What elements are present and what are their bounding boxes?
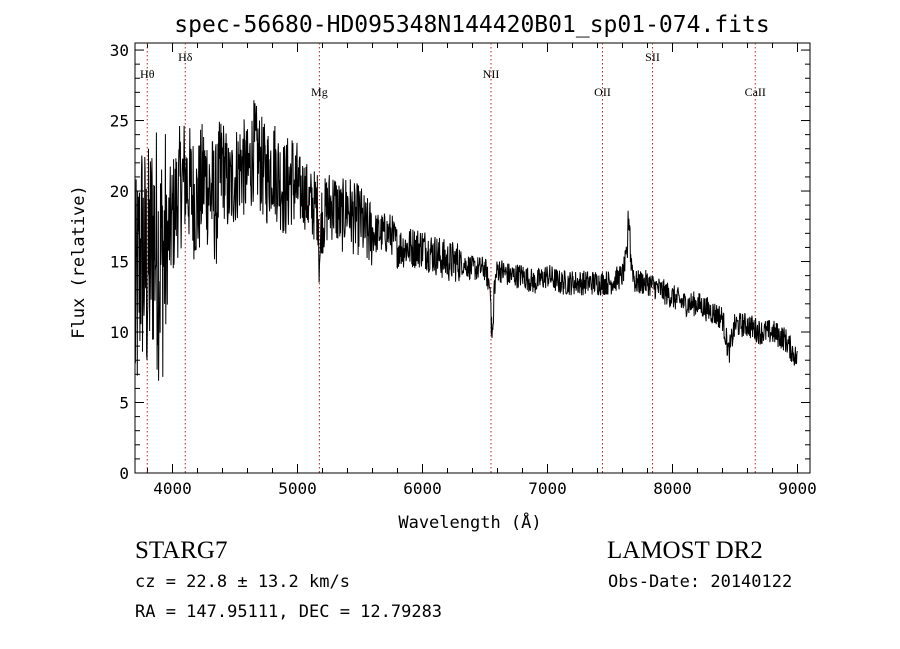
y-axis-label: Flux (relative) [69, 185, 89, 339]
y-tick-label: 0 [119, 464, 129, 483]
y-tick-label: 20 [110, 182, 129, 201]
x-tick-label: 9000 [778, 479, 817, 498]
object-classification: STARG7 [135, 537, 261, 565]
spectral-line-label: CaII [745, 85, 766, 99]
spectral-line-label: Hδ [178, 50, 193, 64]
spectral-line-label: Mg [311, 85, 328, 99]
survey-name: LAMOST DR2 [607, 537, 763, 564]
spectral-line-label: OII [594, 85, 611, 99]
redshift-line: cz = 22.8 ± 13.2 km/s [135, 572, 350, 592]
y-tick-label: 25 [110, 112, 129, 131]
y-tick-label: 30 [110, 41, 129, 60]
spectral-line-label: Hθ [140, 67, 155, 81]
ra-dec-line: RA = 147.95111, DEC = 12.79283 [135, 602, 443, 622]
x-axis-label: Wavelength (Å) [398, 511, 541, 533]
x-tick-label: 7000 [528, 479, 567, 498]
y-tick-label: 5 [119, 394, 129, 413]
x-tick-label: 8000 [653, 479, 692, 498]
x-tick-label: 4000 [153, 479, 192, 498]
object-class: G7 [196, 537, 228, 564]
spectral-line-label: NII [483, 67, 500, 81]
spectral-line-label: SII [645, 50, 660, 64]
y-tick-label: 10 [110, 323, 129, 342]
spectrum-line [134, 100, 798, 381]
obs-date: Obs-Date: 20140122 [608, 572, 793, 592]
y-tick-label: 15 [110, 253, 129, 272]
x-tick-label: 6000 [403, 479, 442, 498]
plot-area: 4000 5000 6000 7000 8000 9000 0 5 10 15 20 25 30 Hθ Hδ… [110, 41, 817, 498]
chart-title: spec-56680-HD095348N144420B01_sp01-074.f… [174, 12, 769, 38]
object-type: STAR [135, 537, 197, 564]
x-tick-label: 5000 [278, 479, 317, 498]
